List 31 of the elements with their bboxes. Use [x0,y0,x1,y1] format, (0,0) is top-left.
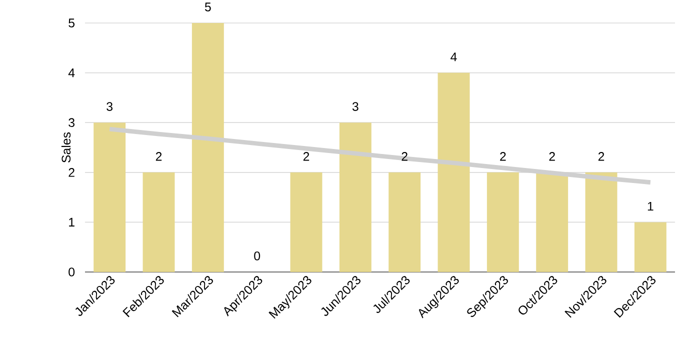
bar [290,172,322,272]
y-tick-label: 0 [68,268,75,276]
data-label: 2 [598,152,604,161]
line-series [107,126,653,185]
bar [192,23,224,272]
bar [339,122,372,272]
y-tick-label: 3 [68,118,74,128]
data-label: 2 [303,152,310,161]
y-tick-label: 1 [69,218,74,226]
data-label: 2 [500,152,506,161]
bar [585,172,618,272]
bar [388,172,421,272]
bar [634,222,666,272]
data-label: 0 [254,252,260,260]
data-label: 2 [549,152,555,161]
bar [486,172,519,272]
y-tick-label: 5 [68,18,75,28]
data-label: 2 [156,152,162,161]
bar [536,172,568,272]
y-tick-label: 2 [68,168,74,177]
data-label: 4 [450,52,457,62]
y-axis-title: Sales [61,132,71,163]
data-label: 2 [402,152,408,161]
bar [142,172,175,272]
data-label: 5 [204,2,211,12]
bar [438,72,470,272]
data-label: 3 [352,102,358,111]
data-label: 1 [648,202,654,211]
bar [94,122,126,272]
data-label: 3 [106,102,112,111]
y-tick-label: 4 [68,68,75,78]
